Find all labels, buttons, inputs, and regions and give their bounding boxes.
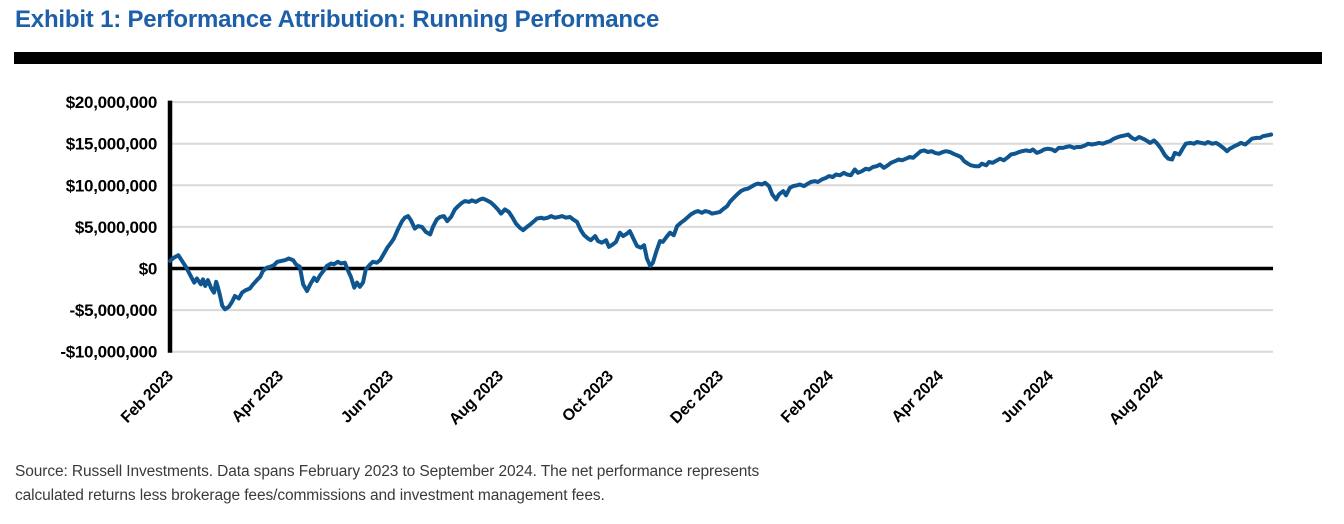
source-note: Source: Russell Investments. Data spans …	[15, 460, 759, 508]
performance-line-chart: $20,000,000 $15,000,000 $10,000,000 $5,000,…	[60, 93, 1274, 429]
x-tick-label: Feb 2023	[118, 368, 177, 427]
y-tick-label: -$10,000,000	[60, 343, 157, 362]
y-tick-label: $5,000,000	[75, 218, 157, 237]
source-note-line-1: Source: Russell Investments. Data spans …	[15, 463, 760, 480]
x-tick-label: Dec 2023	[667, 368, 727, 428]
y-tick-label: $15,000,000	[66, 135, 157, 154]
y-tick-label: $20,000,000	[66, 93, 157, 112]
exhibit-title: Exhibit 1: Performance Attribution: Runn…	[15, 6, 660, 33]
y-tick-label: $10,000,000	[66, 176, 157, 195]
x-tick-label: Aug 2024	[1106, 368, 1167, 429]
x-tick-label: Feb 2024	[778, 368, 837, 427]
source-note-line-2: calculated returns less brokerage fees/c…	[15, 487, 605, 504]
title-divider-bar	[14, 52, 1322, 64]
x-tick-label: Apr 2023	[229, 368, 287, 426]
x-tick-label: Aug 2023	[446, 368, 507, 429]
x-tick-label: Apr 2024	[889, 368, 947, 426]
x-tick-label: Jun 2024	[998, 368, 1057, 427]
x-tick-label: Oct 2023	[559, 368, 617, 426]
performance-series-line	[168, 132, 1274, 312]
x-tick-label: Jun 2023	[338, 368, 397, 427]
y-tick-label: -$5,000,000	[70, 301, 157, 320]
y-tick-label: $0	[139, 260, 157, 279]
